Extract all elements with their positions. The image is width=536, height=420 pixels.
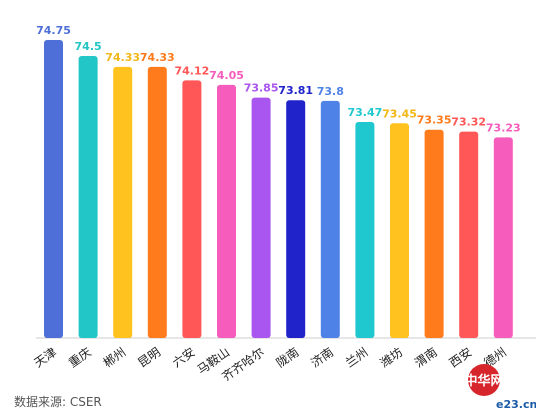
value-label-6: 73.85 [244,82,279,95]
bar-3 [147,66,167,338]
category-label-2: 郴州 [101,345,129,370]
svg-text:中华网: 中华网 [464,373,503,389]
category-label-3: 昆明 [135,345,163,370]
category-label-0: 天津 [32,345,60,370]
category-label-11: 渭南 [412,344,440,370]
bar-10 [390,123,409,338]
bars-group [44,40,513,339]
value-label-4: 74.12 [175,64,210,77]
bar-11 [424,129,444,338]
bar-13 [493,137,513,338]
bar-4 [182,80,202,338]
bar-0 [44,40,63,338]
category-label-1: 重庆 [66,345,94,370]
bar-6 [251,97,271,338]
source-note: 数据来源: CSER [14,395,102,409]
bar-1 [78,56,98,338]
value-label-13: 73.23 [486,121,521,134]
value-label-5: 74.05 [209,69,244,82]
value-label-3: 74.33 [140,51,175,64]
watermark-site-text: e23.cn [496,398,536,411]
bar-5 [217,84,236,338]
bar-9 [355,122,375,338]
value-label-10: 73.45 [382,107,417,120]
bar-8 [320,100,340,339]
category-label-10: 潍坊 [377,344,405,370]
value-label-7: 73.81 [278,84,313,97]
bar-12 [459,131,479,338]
value-label-9: 73.47 [348,106,383,119]
value-label-2: 74.33 [105,51,140,64]
value-label-12: 73.32 [451,116,486,129]
category-label-4: 六安 [169,344,197,370]
category-label-9: 兰州 [343,345,371,370]
bar-7 [286,100,306,338]
category-label-7: 陇南 [273,344,301,370]
value-label-1: 74.5 [75,40,102,53]
value-label-11: 73.35 [417,114,452,127]
value-label-8: 73.8 [317,85,344,98]
watermark-logo: 中华网 [464,364,504,396]
bar-2 [113,66,133,338]
value-label-0: 74.75 [36,24,71,37]
category-label-8: 济南 [308,344,336,370]
